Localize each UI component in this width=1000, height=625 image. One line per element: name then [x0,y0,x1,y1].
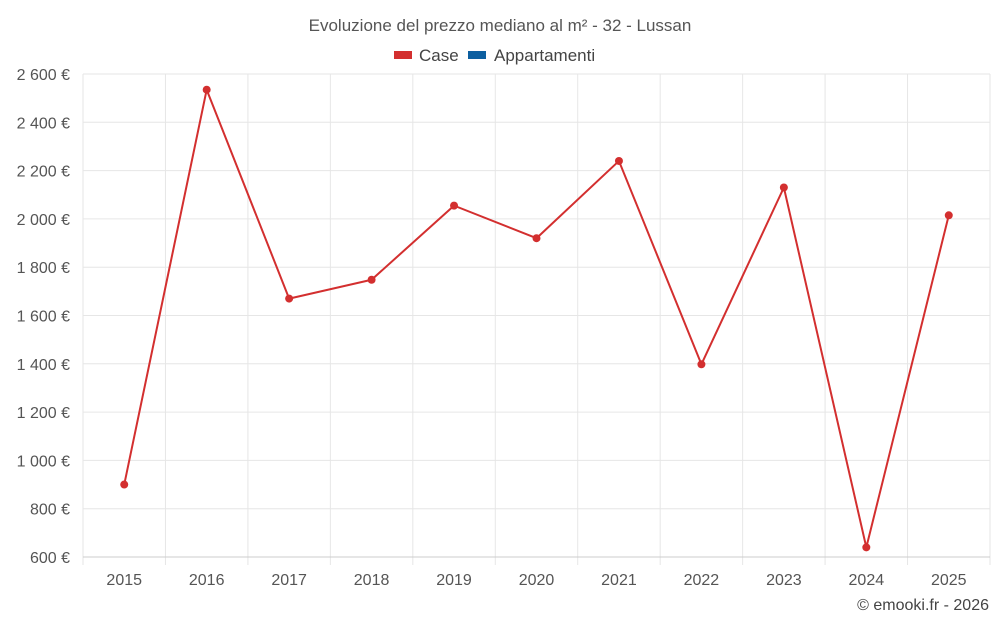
series-case [120,85,953,552]
legend-item-case[interactable]: Case [394,46,459,65]
x-gridlines [82,74,991,565]
x-tick-label: 2019 [436,572,472,589]
y-tick-label: 2 600 € [17,67,70,84]
y-tick-label: 1 000 € [17,453,70,470]
credit-text: © emooki.fr - 2026 [857,597,989,614]
legend-swatch-appartamenti [468,51,486,59]
y-gridlines [83,73,990,558]
legend-label-case: Case [419,46,459,65]
x-tick-label: 2018 [354,572,390,589]
data-point-case[interactable] [779,183,788,192]
y-tick-label: 800 € [30,502,70,519]
data-point-case[interactable] [367,275,376,284]
y-tick-label: 2 200 € [17,164,70,181]
x-tick-label: 2021 [601,572,637,589]
y-tick-label: 1 600 € [17,309,70,326]
chart-title: Evoluzione del prezzo mediano al m² - 32… [309,16,692,35]
x-tick-label: 2020 [519,572,555,589]
x-tick-label: 2025 [931,572,967,589]
legend[interactable]: Case Appartamenti [394,46,595,65]
y-tick-label: 1 800 € [17,260,70,277]
y-axis-ticks: 600 € 800 € 1 000 € 1 200 € 1 400 € 1 600 € 1 … [17,67,70,567]
data-point-case[interactable] [614,156,623,165]
y-tick-label: 1 400 € [17,357,70,374]
y-tick-label: 1 200 € [17,405,70,422]
x-tick-label: 2023 [766,572,802,589]
data-point-case[interactable] [120,480,129,489]
data-point-case[interactable] [285,294,294,303]
x-tick-label: 2017 [271,572,307,589]
data-point-case[interactable] [944,211,953,220]
data-point-case[interactable] [862,543,871,552]
y-tick-label: 600 € [30,550,70,567]
data-point-case[interactable] [532,234,541,243]
y-tick-label: 2 000 € [17,212,70,229]
x-tick-label: 2022 [684,572,720,589]
legend-swatch-case [394,51,412,59]
x-tick-label: 2015 [106,572,142,589]
data-point-case[interactable] [450,201,459,210]
legend-item-appartamenti[interactable]: Appartamenti [468,46,595,65]
data-point-case[interactable] [202,85,211,94]
x-tick-label: 2024 [849,572,885,589]
data-point-case[interactable] [697,360,706,369]
x-tick-label: 2016 [189,572,225,589]
y-tick-label: 2 400 € [17,115,70,132]
x-axis-ticks: 2015 2016 2017 2018 2019 2020 2021 2022 2023 2024… [106,572,966,589]
legend-label-appartamenti: Appartamenti [494,46,595,65]
